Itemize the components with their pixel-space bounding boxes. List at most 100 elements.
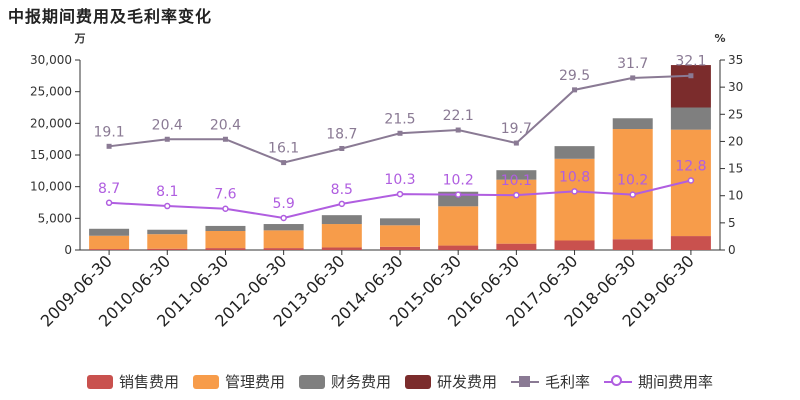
data-label: 19.7 xyxy=(501,121,532,137)
data-label: 31.7 xyxy=(617,56,648,72)
bar-segment xyxy=(147,248,188,250)
line-point xyxy=(572,87,578,93)
left-axis-unit: 万 xyxy=(74,32,86,45)
bar-segment xyxy=(263,230,304,249)
right-tick-label: 5 xyxy=(728,216,736,230)
bar-segment xyxy=(554,240,595,250)
data-label: 20.4 xyxy=(152,117,183,133)
line-point xyxy=(280,214,287,222)
right-tick-label: 25 xyxy=(728,107,743,121)
legend-swatch xyxy=(405,374,431,389)
data-label: 8.7 xyxy=(98,181,120,197)
left-tick-label: 25,000 xyxy=(30,85,72,99)
data-label: 10.2 xyxy=(443,173,474,189)
line-point xyxy=(630,75,636,81)
data-label: 7.6 xyxy=(214,187,236,203)
legend-item: 销售费用 xyxy=(86,371,179,392)
bar-segment xyxy=(147,234,188,249)
line-point xyxy=(339,145,345,151)
bar-segment xyxy=(670,107,711,130)
legend-swatch xyxy=(192,374,219,389)
legend-label: 期间费用率 xyxy=(638,373,714,391)
legend: 销售费用 管理费用 财务费用 研发费用 毛利率 期间费用率 xyxy=(0,371,800,392)
data-label: 19.1 xyxy=(94,124,125,140)
bar-segment xyxy=(554,158,595,241)
bar-segment xyxy=(205,225,246,231)
legend-item: 毛利率 xyxy=(511,371,590,392)
data-label: 10.3 xyxy=(384,172,415,188)
bar-segment xyxy=(89,228,130,236)
line-point xyxy=(222,205,229,212)
bar-segment xyxy=(205,248,246,250)
data-label: 21.5 xyxy=(384,111,415,127)
line-point xyxy=(571,188,578,195)
right-axis-unit: % xyxy=(714,32,725,45)
left-tick-label: 0 xyxy=(64,243,72,257)
left-tick-label: 20,000 xyxy=(30,116,72,130)
data-label: 5.9 xyxy=(273,196,295,212)
bar-segment xyxy=(89,249,130,250)
bar-segment xyxy=(147,229,188,235)
data-label: 29.5 xyxy=(559,68,590,84)
line-point xyxy=(396,190,404,198)
bar-segment xyxy=(321,247,362,250)
left-tick-label: 5,000 xyxy=(38,211,72,225)
legend-label: 管理费用 xyxy=(224,373,285,391)
left-tick-label: 10,000 xyxy=(30,180,72,194)
legend-swatch xyxy=(298,374,325,389)
bar-segment xyxy=(89,235,130,250)
chart-title: 中报期间费用及毛利率变化 xyxy=(8,7,213,26)
right-tick-label: 35 xyxy=(728,53,743,67)
data-label: 22.1 xyxy=(443,108,474,124)
data-label: 18.7 xyxy=(326,126,357,142)
line-point xyxy=(222,136,228,142)
legend-swatch xyxy=(511,374,540,390)
left-tick-label: 30,000 xyxy=(30,53,72,67)
line-point xyxy=(513,140,519,146)
data-label: 12.8 xyxy=(675,159,706,175)
bar-segment xyxy=(496,243,537,250)
bar-segment xyxy=(496,170,537,180)
line-point xyxy=(688,73,694,79)
right-tick-label: 30 xyxy=(728,80,743,94)
data-label: 10.2 xyxy=(617,173,648,189)
data-label: 10.1 xyxy=(501,173,532,189)
line-point xyxy=(687,177,695,184)
bar-segment xyxy=(205,231,246,249)
bar-segment xyxy=(380,246,420,250)
data-label: 8.5 xyxy=(331,182,353,198)
legend-item: 期间费用率 xyxy=(604,371,713,392)
line-point xyxy=(397,130,403,136)
bar-segment xyxy=(321,215,362,225)
bar-segment xyxy=(496,179,537,244)
bar-segment xyxy=(438,206,479,246)
data-label: 10.8 xyxy=(559,169,590,185)
legend-label: 毛利率 xyxy=(545,373,591,391)
data-label: 16.1 xyxy=(268,141,299,157)
bar-segment xyxy=(670,236,711,250)
bar-segment xyxy=(321,224,362,248)
bar-segment xyxy=(612,239,653,250)
legend-item: 财务费用 xyxy=(298,371,391,392)
line-point xyxy=(164,136,170,142)
bar-segment xyxy=(380,218,420,226)
line-point xyxy=(164,202,171,210)
bar-segment xyxy=(263,224,304,231)
bar-segment xyxy=(670,65,711,108)
line-point xyxy=(338,200,346,208)
data-label: 20.4 xyxy=(210,117,241,133)
bar-segment xyxy=(438,245,479,250)
right-tick-label: 0 xyxy=(728,243,736,257)
bar-segment xyxy=(263,248,304,250)
line-point xyxy=(513,191,520,199)
data-label: 32.1 xyxy=(675,54,706,70)
bar-segment xyxy=(380,225,420,247)
left-tick-label: 15,000 xyxy=(30,148,72,162)
legend-label: 财务费用 xyxy=(330,373,391,391)
line-point xyxy=(455,127,461,133)
line-point xyxy=(105,199,113,207)
data-label: 8.1 xyxy=(156,184,178,200)
legend-label: 研发费用 xyxy=(437,373,498,391)
legend-swatch xyxy=(604,374,633,390)
